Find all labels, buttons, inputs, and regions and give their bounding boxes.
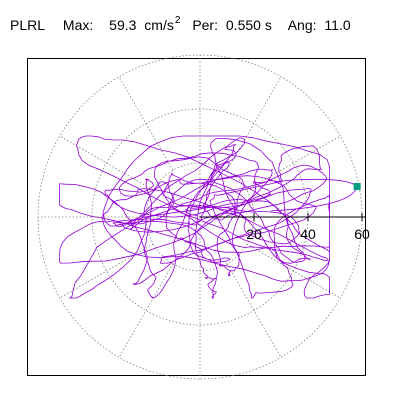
max-unit: cm/s	[144, 17, 174, 33]
station-code: PLRL	[10, 17, 46, 33]
angle-label: Ang:	[287, 17, 317, 33]
max-value: 59.3	[109, 17, 137, 33]
tick-label-60: 60	[354, 226, 370, 242]
radial-tick-labels: 20 40 60	[246, 226, 370, 242]
trace-path	[59, 135, 358, 299]
grid-spoke-210	[59, 243, 154, 299]
angle-value: 11.0	[324, 17, 351, 33]
motion-trace	[59, 135, 358, 299]
grid-spoke-240	[118, 263, 174, 358]
period-label: Per:	[192, 17, 218, 33]
max-label: Max:	[62, 17, 94, 33]
max-unit-exponent: 2	[174, 15, 181, 26]
tick-label-40: 40	[300, 226, 316, 242]
radial-axis	[200, 213, 366, 221]
grid-spoke-30	[246, 135, 341, 191]
max-point-marker	[353, 182, 361, 190]
chart-header: PLRL Max: 59.3 cm/s2 Per: 0.550 s Ang: 1…	[10, 15, 351, 33]
grid-spoke-120	[118, 76, 174, 171]
grid-spoke-330	[246, 243, 341, 299]
tick-label-20: 20	[246, 226, 262, 242]
grid-spoke-300	[226, 263, 282, 358]
period-value: 0.550 s	[225, 17, 272, 33]
grid-spoke-150	[59, 135, 154, 191]
